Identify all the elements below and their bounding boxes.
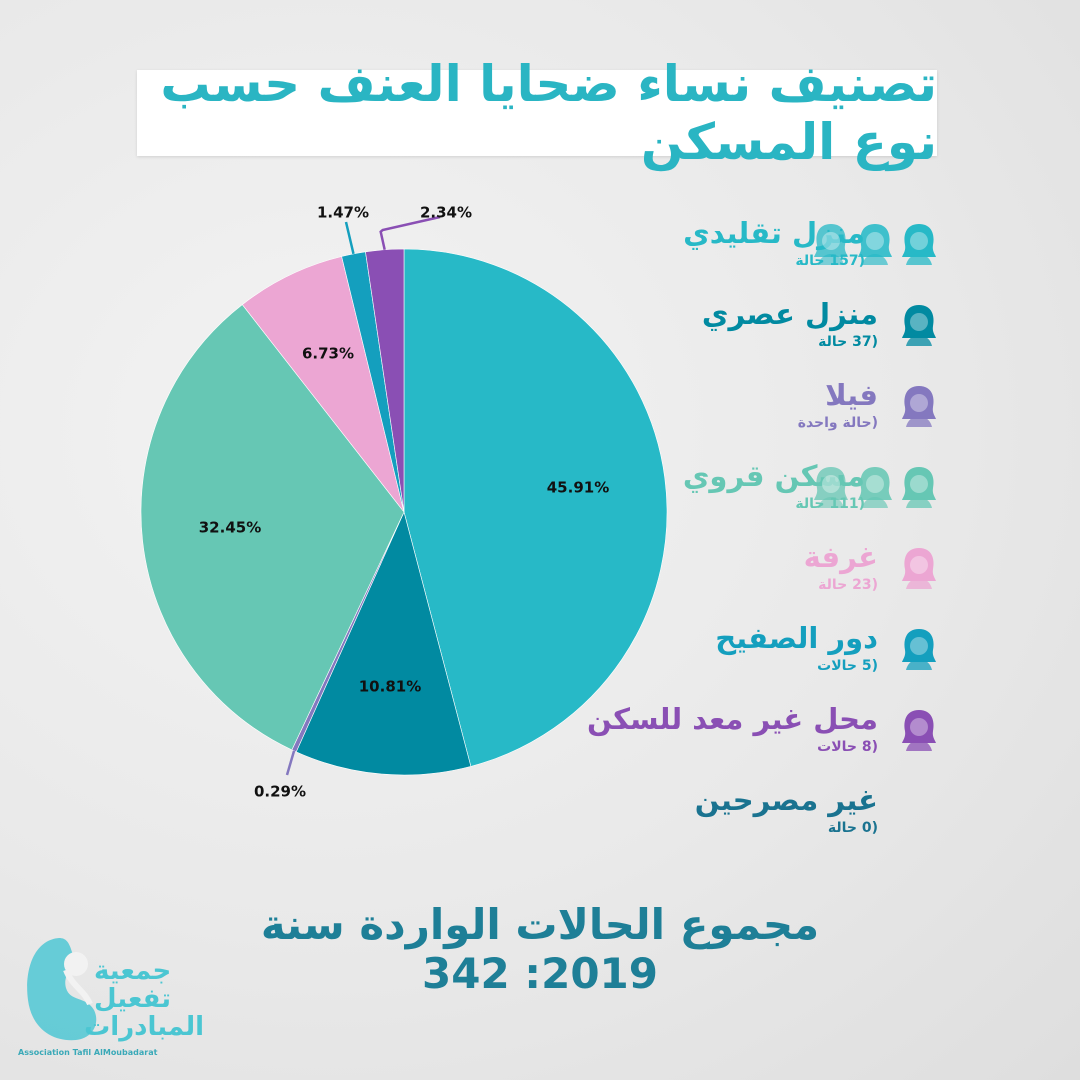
woman-icon bbox=[902, 629, 936, 670]
woman-icon bbox=[902, 548, 936, 589]
legend-label: غرفة bbox=[803, 540, 878, 574]
logo-line-2: تفعيل bbox=[94, 984, 171, 1014]
legend-count: (37 حالة bbox=[818, 334, 878, 350]
legend-item-shanty: دور الصفيح (5 حالات bbox=[600, 620, 940, 700]
woman-icon bbox=[902, 224, 936, 265]
slice-label-traditional: 45.91% bbox=[547, 479, 609, 497]
legend-count: (حالة واحدة bbox=[797, 415, 878, 431]
legend-item-unfit: محل غير معد للسكن (8 حالات bbox=[587, 701, 940, 781]
legend-text: منزل عصري (37 حالة bbox=[702, 296, 878, 352]
woman-icon bbox=[814, 467, 848, 508]
woman-icon bbox=[858, 467, 892, 508]
slice-label-rural: 32.45% bbox=[199, 519, 261, 537]
pie-slice-modern bbox=[295, 511, 472, 776]
woman-icon bbox=[902, 386, 936, 427]
legend-icons bbox=[898, 302, 940, 346]
woman-icon bbox=[902, 305, 936, 346]
slice-label-unfit: 2.34% bbox=[420, 204, 472, 222]
woman-icon bbox=[902, 467, 936, 508]
legend-label: محل غير معد للسكن bbox=[587, 702, 878, 736]
logo-figure-icon bbox=[27, 938, 97, 1041]
woman-icon bbox=[814, 224, 848, 265]
legend-icons bbox=[898, 383, 940, 427]
slice-label-shanty: 1.47% bbox=[317, 204, 369, 222]
total-cases: مجموع الحالات الواردة سنة 2019: 342 bbox=[260, 900, 820, 998]
legend-text: فيلا (حالة واحدة bbox=[798, 377, 878, 433]
logo-subtitle: Association Tafil AlMoubadarat bbox=[18, 1048, 158, 1057]
legend-text: غير مصرحين (0 حالة bbox=[695, 782, 878, 838]
legend-count: (0 حالة bbox=[827, 820, 878, 836]
legend-count: (8 حالات bbox=[817, 739, 878, 755]
title-box: تصنيف نساء ضحايا العنف حسب نوع المسكن bbox=[137, 55, 937, 171]
legend-icons bbox=[810, 464, 940, 508]
slice-label-modern: 10.81% bbox=[359, 678, 421, 696]
leader-line-unfit bbox=[379, 215, 441, 250]
association-logo: جمعية تفعيل المبادرات Association Tafil … bbox=[14, 930, 204, 1070]
legend-icons bbox=[898, 626, 940, 670]
legend-text: غرفة (23 حالة bbox=[804, 539, 878, 595]
logo-line-3: المبادرات bbox=[84, 1012, 204, 1042]
legend-label: دور الصفيح bbox=[715, 621, 878, 655]
legend-icons bbox=[810, 221, 940, 265]
legend-text: دور الصفيح (5 حالات bbox=[715, 620, 878, 676]
slice-label-room: 6.73% bbox=[302, 345, 354, 363]
leader-line-shanty bbox=[344, 221, 355, 255]
logo-line-1: جمعية bbox=[94, 956, 172, 986]
pie-slice-rural bbox=[140, 304, 405, 751]
legend-item-traditional: منزل تقليدي (157 حالة bbox=[600, 215, 940, 295]
legend-icons bbox=[898, 707, 940, 751]
legend-item-undeclared: غير مصرحين (0 حالة bbox=[600, 782, 940, 862]
woman-icon bbox=[902, 710, 936, 751]
pie-slice-traditional bbox=[403, 248, 668, 767]
legend-item-villa: فيلا (حالة واحدة bbox=[600, 377, 940, 457]
legend-item-room: غرفة (23 حالة bbox=[600, 539, 940, 619]
legend-label: فيلا bbox=[825, 378, 878, 412]
legend-icons bbox=[898, 545, 940, 589]
legend-item-rural: مسكن قروي (111 حالة bbox=[600, 458, 940, 538]
slice-label-villa: 0.29% bbox=[254, 783, 306, 801]
woman-icon bbox=[858, 224, 892, 265]
legend-label: غير مصرحين bbox=[694, 783, 878, 817]
legend-text: محل غير معد للسكن (8 حالات bbox=[587, 701, 878, 757]
pie-slice-room bbox=[241, 256, 405, 513]
chart-title: تصنيف نساء ضحايا العنف حسب نوع المسكن bbox=[160, 55, 937, 171]
legend-label: منزل عصري bbox=[701, 297, 878, 331]
legend-item-modern: منزل عصري (37 حالة bbox=[600, 296, 940, 376]
legend-count: (5 حالات bbox=[817, 658, 878, 674]
legend-count: (23 حالة bbox=[818, 577, 878, 593]
leader-line-villa bbox=[285, 750, 296, 776]
